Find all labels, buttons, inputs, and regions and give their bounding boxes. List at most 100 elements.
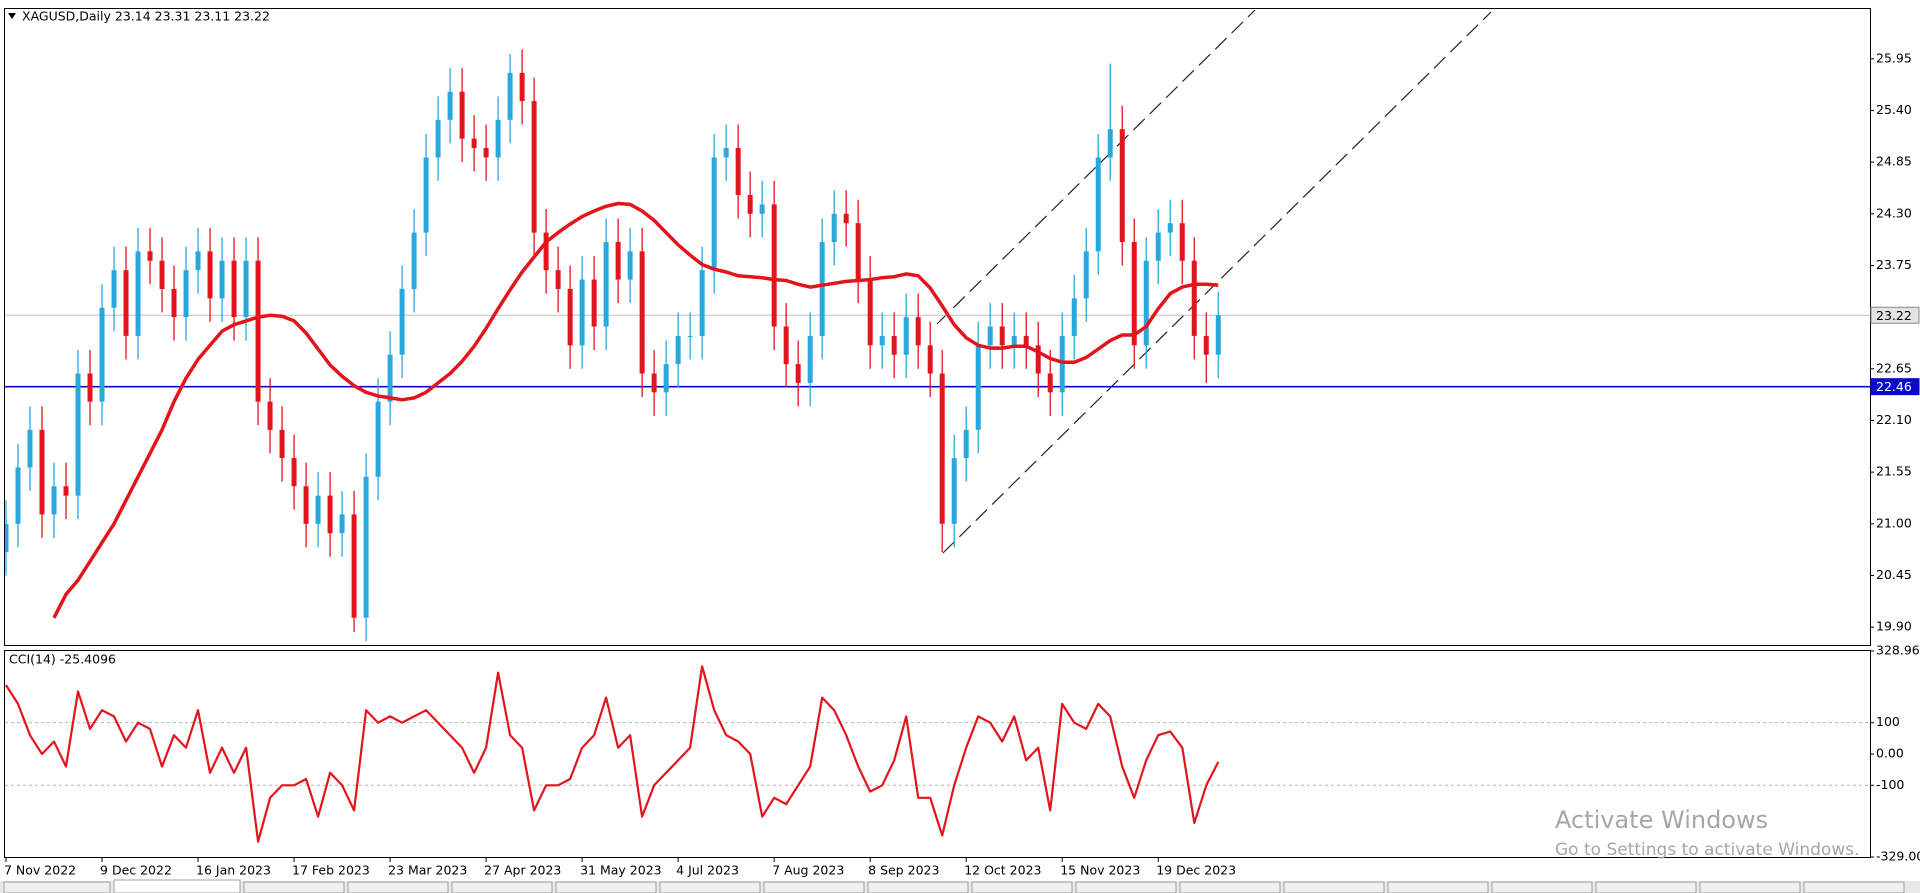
y-tick-label: 100 [1876,714,1900,729]
y-tick-label: -100 [1876,777,1904,792]
y-tick-label: 25.95 [1876,50,1912,65]
candle-body [951,458,957,524]
tab[interactable] [1595,881,1697,893]
y-tick-label: 25.40 [1876,102,1912,117]
candle-body [243,260,249,318]
x-tick-label: 12 Oct 2023 [964,863,1041,878]
candle-body [879,335,885,346]
candle-body [1143,260,1149,346]
y-tick-label: 24.30 [1876,205,1912,220]
tab[interactable] [1075,881,1177,893]
candle-body [363,476,369,618]
candle-body [351,514,357,618]
candle-body [147,251,153,261]
tab[interactable] [243,881,345,893]
candle-body [1155,232,1161,261]
x-tick-label: 16 Jan 2023 [196,863,271,878]
candle-body [327,495,333,534]
candle-body [471,138,477,149]
cci-title: CCI(14) -25.4096 [9,652,116,667]
x-tick-label: 15 Nov 2023 [1060,863,1140,878]
candle-body [747,195,753,214]
candle-body [507,72,513,120]
candle-body [1191,260,1197,336]
candle-body [51,486,57,515]
tab-active[interactable] [113,879,241,893]
candle-body [195,251,201,271]
price-box-label: 23.22 [1876,308,1912,323]
tab[interactable] [1803,881,1905,893]
candle-body [291,458,297,487]
candle-body [639,251,645,374]
y-tick-label: 19.90 [1876,619,1912,634]
y-tick-label: 0.00 [1876,745,1904,760]
candle-body [99,307,105,402]
candle-body [279,429,285,459]
candle-body [495,119,501,158]
y-tick-label: 21.55 [1876,464,1912,479]
candle-body [1011,335,1017,346]
candle-body [759,204,765,214]
candle-body [207,251,213,299]
cci-line [5,665,1220,843]
main-panel [4,8,1871,646]
tab[interactable] [1491,881,1593,893]
candle-body [1131,241,1137,346]
candle-body [1047,373,1053,393]
plot-area [5,665,1870,843]
chart-title: XAGUSD,Daily 23.14 23.31 23.11 23.22 [22,9,270,24]
y-tick-label: -329.000 [1876,849,1920,864]
y-tick-label: 22.10 [1876,412,1912,427]
menu-triangle[interactable] [8,13,16,19]
candle-body [603,241,609,327]
y-tick-label: 24.85 [1876,154,1912,169]
candle-body [579,279,585,346]
candle-body [171,288,177,318]
candle-body [771,204,777,327]
candle-body [615,241,621,280]
x-tick-label: 31 May 2023 [580,863,662,878]
candle-body [819,241,825,336]
candle-body [111,270,117,308]
tab[interactable] [659,881,761,893]
tab[interactable] [347,881,449,893]
candle-body [1119,129,1125,242]
y-tick-label: 22.65 [1876,360,1912,375]
candle-body [483,148,489,158]
candle-body [723,148,729,158]
y-tick-label: 328.964 [1876,643,1920,658]
candle-body [711,157,717,271]
channel-lines [936,9,1492,554]
tab[interactable] [867,881,969,893]
tab[interactable] [971,881,1073,893]
candle-body [1167,223,1173,233]
tab[interactable] [1387,881,1489,893]
candle-body [1203,335,1209,355]
candle-body [927,345,933,374]
candle-body [903,317,909,355]
candle-body [339,514,345,534]
candle-body [231,260,237,318]
tab[interactable] [1283,881,1385,893]
x-tick-label: 17 Feb 2023 [292,863,370,878]
candle-body [411,232,417,289]
candle-body [435,119,441,158]
candle-body [735,148,741,196]
candle-body [999,326,1005,346]
watermark-title: Activate Windows [1555,806,1768,834]
candle-body [27,429,33,468]
tab[interactable] [451,881,553,893]
candle-body [1023,335,1029,346]
candle-body [795,364,801,383]
candle-body [135,251,141,336]
tab[interactable] [763,881,865,893]
candle-body [543,232,549,271]
tab[interactable] [1179,881,1281,893]
x-tick-label: 8 Sep 2023 [868,863,939,878]
candle-body [939,373,945,524]
tab[interactable] [1699,881,1801,893]
tab[interactable] [555,881,657,893]
candle-body [75,373,81,496]
tab[interactable] [3,881,111,893]
